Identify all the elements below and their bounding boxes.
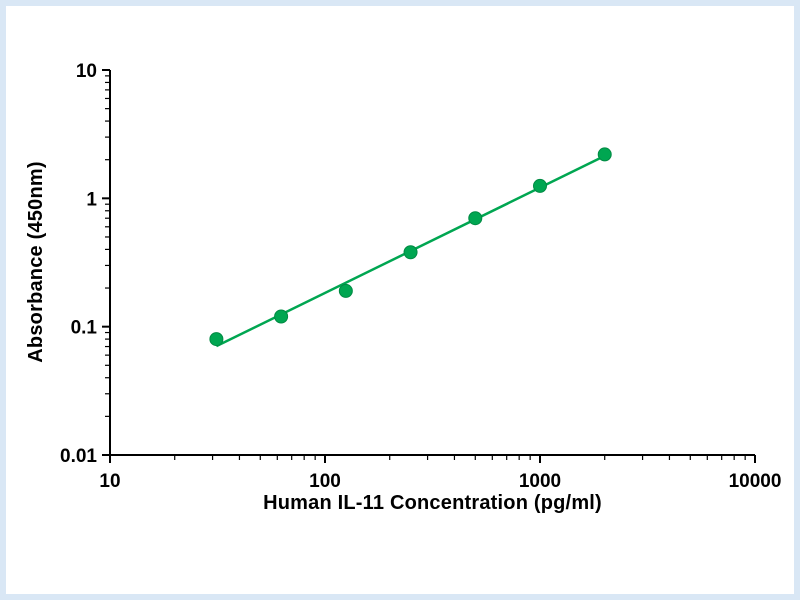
data-point bbox=[403, 245, 418, 260]
x-axis-title: Human IL-11 Concentration (pg/ml) bbox=[263, 492, 602, 514]
data-point bbox=[597, 147, 612, 162]
data-point bbox=[209, 332, 224, 347]
y-tick-label: 10 bbox=[76, 61, 97, 82]
x-tick-label: 10 bbox=[99, 471, 120, 492]
x-tick-label: 10000 bbox=[729, 471, 782, 492]
x-tick-label: 1000 bbox=[519, 471, 561, 492]
y-axis-title: Absorbance (450nm) bbox=[25, 161, 47, 363]
y-tick-label: 0.1 bbox=[71, 318, 98, 339]
data-point bbox=[533, 178, 547, 193]
x-tick-label: 100 bbox=[309, 471, 341, 492]
data-point bbox=[468, 211, 483, 226]
data-point bbox=[274, 309, 289, 324]
y-tick-label: 1 bbox=[86, 189, 97, 210]
data-point bbox=[338, 283, 353, 298]
y-tick-label: 0.01 bbox=[60, 446, 97, 467]
